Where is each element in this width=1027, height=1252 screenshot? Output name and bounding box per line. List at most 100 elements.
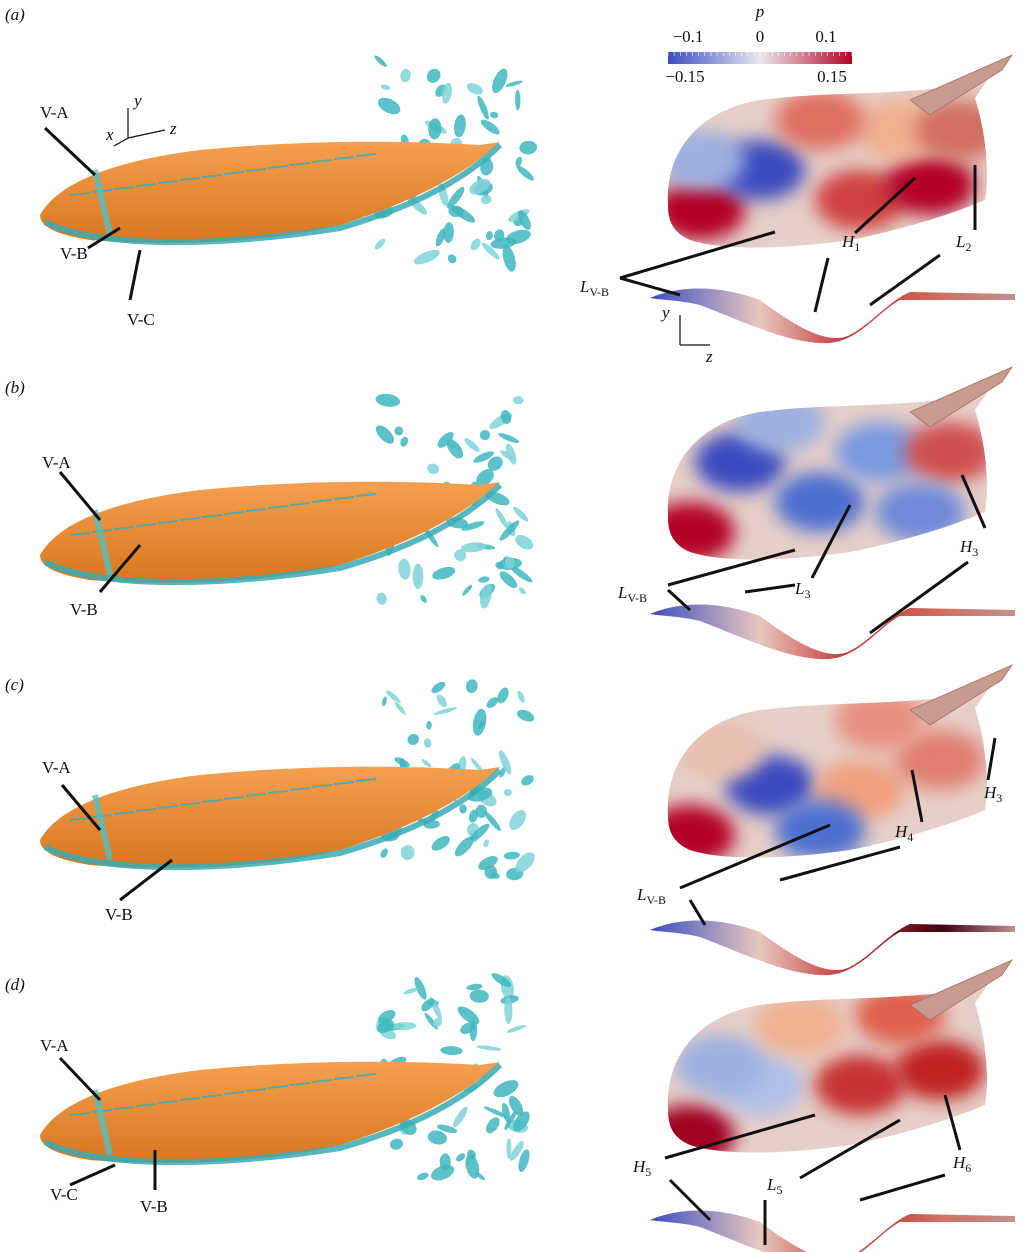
vortex-blob — [506, 807, 530, 833]
vortex-label: V-B — [70, 600, 98, 619]
axis-arrow — [680, 315, 710, 345]
vortex-blob — [503, 851, 520, 860]
vortex-blob — [483, 1115, 502, 1136]
figure: p −0.100.1−0.150.15 (a)V-AV-BV-CxyzyzH1L… — [0, 0, 1027, 1252]
vortex-blob — [519, 773, 535, 788]
axis-arrow — [114, 108, 165, 146]
pressure-patch — [735, 392, 825, 452]
pressure-patch — [815, 1055, 905, 1115]
vortex-label: V-C — [127, 310, 155, 329]
vortex-blob — [451, 1105, 470, 1130]
vortex-view — [40, 971, 533, 1184]
label-main: L — [955, 232, 965, 251]
vortex-blob — [471, 708, 489, 737]
vortex-blob — [412, 247, 442, 267]
leader-line — [860, 1175, 945, 1200]
vortex-blob — [505, 79, 523, 88]
panel-tag: (a) — [5, 5, 25, 24]
axis-label: y — [132, 91, 142, 110]
pressure-label: L3 — [794, 579, 810, 601]
label-main: L — [636, 885, 646, 904]
vortex-blob — [380, 83, 391, 90]
vortex-view — [40, 54, 538, 273]
pressure-patch — [905, 422, 995, 482]
vortex-blob — [446, 253, 458, 265]
panel: (a)V-AV-BV-CxyzyzH1L2LV-B — [5, 5, 1015, 366]
pressure-label: LV-B — [617, 583, 647, 605]
vortex-blob — [430, 679, 448, 695]
vortex-blob — [375, 392, 401, 408]
label-sub: 5 — [645, 1165, 651, 1179]
vortex-blob — [405, 732, 421, 748]
label-sub: 3 — [804, 587, 810, 601]
vortex-blob — [426, 462, 441, 476]
leader-line — [70, 1165, 115, 1185]
vortex-blob — [389, 1137, 405, 1151]
panel: (b)V-AV-BLV-BL3H3 — [5, 367, 1015, 659]
vortex-blob — [393, 425, 405, 437]
panel-tag: (b) — [5, 378, 25, 397]
vortex-blob — [424, 66, 443, 86]
vortex-blob — [465, 678, 479, 694]
leader-line — [988, 738, 995, 780]
vortex-blob — [519, 140, 538, 155]
vortex-blob — [381, 696, 388, 707]
vortex-blob — [399, 436, 410, 448]
vortex-blob — [431, 564, 457, 582]
leader-line — [130, 250, 140, 300]
vortex-blob — [469, 989, 489, 1003]
panel-tag: (d) — [5, 975, 25, 994]
pressure-patch — [645, 1105, 735, 1165]
vortex-blob — [452, 834, 477, 860]
label-sub: 6 — [965, 1161, 971, 1175]
vortex-label: V-C — [50, 1185, 78, 1204]
vortex-blob — [433, 706, 458, 717]
vortex-blob — [480, 195, 492, 205]
vortex-blob — [453, 114, 468, 138]
pressure-patch — [675, 720, 765, 780]
leader-line — [620, 278, 680, 295]
side-surface — [650, 920, 1015, 975]
leader-line — [815, 258, 828, 312]
vortex-blob — [516, 690, 526, 704]
axis-label: z — [705, 347, 713, 366]
vortex-label: V-A — [40, 1036, 69, 1055]
panel: (c)V-AV-BH3H4LV-B — [5, 665, 1015, 975]
colorbar-title: p — [755, 2, 765, 21]
vortex-blob — [426, 721, 432, 730]
vortex-blob — [489, 111, 499, 119]
vortex-blob — [478, 576, 490, 584]
label-main: L — [766, 1175, 776, 1194]
pressure-label: L2 — [955, 232, 971, 254]
colorbar-tick-label: −0.15 — [665, 67, 704, 86]
vortex-blob — [403, 986, 420, 995]
label-main: L — [617, 583, 627, 602]
vortex-blob — [465, 81, 485, 97]
axes-triad: xyz — [105, 91, 177, 146]
vortex-blob — [514, 156, 523, 168]
vortex-blob — [461, 584, 474, 597]
pressure-label: H5 — [632, 1157, 651, 1179]
leader-line — [45, 128, 95, 175]
vortex-blob — [468, 237, 482, 252]
vortex-blob — [476, 1044, 501, 1051]
vortex-label: V-A — [42, 758, 71, 777]
vortex-label: V-B — [60, 244, 88, 263]
leader-line — [870, 562, 968, 633]
vortex-blob — [419, 594, 428, 604]
vortex-blob — [373, 422, 398, 446]
label-sub: 4 — [907, 830, 913, 844]
vortex-label: V-A — [42, 453, 71, 472]
vortex-blob — [375, 592, 388, 606]
vortex-blob — [431, 1016, 444, 1029]
vortex-label: V-A — [40, 103, 69, 122]
vortex-view — [40, 678, 538, 880]
vortex-blob — [455, 1152, 467, 1163]
vortex-blob — [385, 689, 402, 705]
panel-tag: (c) — [5, 675, 24, 694]
pressure-surface — [645, 665, 1012, 865]
vortex-blob — [435, 693, 449, 709]
label-main: L — [794, 579, 804, 598]
label-sub: V-B — [646, 893, 666, 907]
colorbar-tick-label: 0 — [756, 27, 765, 46]
